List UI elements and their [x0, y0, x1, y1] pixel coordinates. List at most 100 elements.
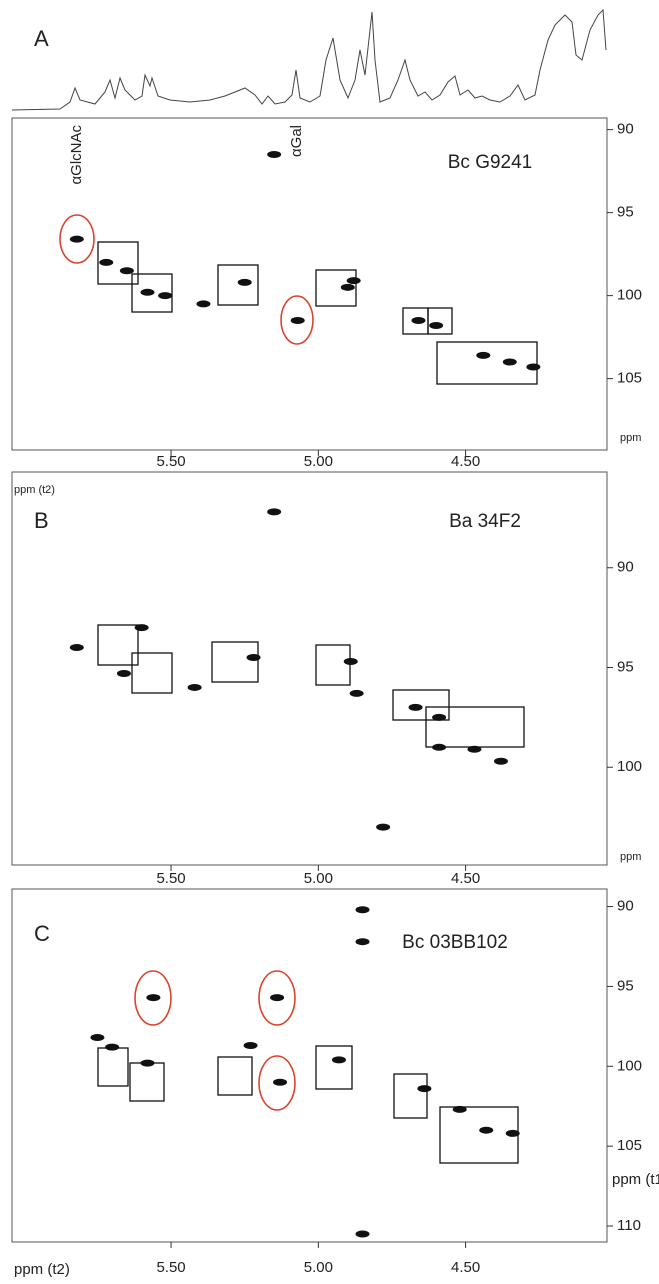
- cross-peak: [376, 823, 391, 831]
- highlight-ring: [280, 295, 314, 345]
- sample-title: Ba 34F2: [449, 511, 521, 532]
- x-tick-label: 5.00: [304, 870, 333, 887]
- region-box: [315, 1045, 353, 1090]
- region-box: [97, 241, 139, 285]
- cross-peak: [349, 689, 364, 697]
- y-tick-label: 110: [617, 1217, 641, 1234]
- y-tick-label: 95: [617, 977, 634, 994]
- cross-peak: [429, 322, 444, 329]
- region-box: [129, 1062, 165, 1102]
- cross-peak: [502, 358, 517, 366]
- y-tick-label: 105: [617, 370, 642, 387]
- cross-peak: [355, 1230, 370, 1238]
- panel-label: B: [34, 508, 49, 533]
- region-box: [315, 269, 357, 307]
- y-tick-label: 95: [617, 204, 634, 221]
- cross-peak: [267, 508, 282, 516]
- cross-peak: [408, 703, 423, 711]
- plot-frame: [11, 471, 608, 866]
- x-tick-label: 5.50: [156, 1259, 185, 1276]
- y-tick-label: 100: [617, 758, 642, 775]
- region-box: [427, 307, 453, 335]
- x-tick-label: 4.50: [451, 1259, 480, 1276]
- y-tick-label: 90: [617, 559, 634, 576]
- cross-peak: [417, 1085, 432, 1093]
- region-box: [436, 341, 538, 385]
- y-tick-label: 105: [617, 1137, 642, 1154]
- cross-peak: [267, 151, 282, 159]
- cross-peak: [476, 351, 491, 359]
- cross-peak: [270, 994, 285, 1002]
- x-tick-label: 5.00: [304, 1259, 333, 1276]
- cross-peak: [479, 1126, 494, 1134]
- cross-peak: [340, 283, 355, 291]
- highlight-ring: [258, 970, 296, 1026]
- cross-peak: [355, 938, 370, 946]
- y-tick-label: 95: [617, 658, 634, 675]
- cross-peak: [105, 1043, 120, 1051]
- cross-peak: [346, 277, 361, 285]
- cross-peak: [331, 1056, 346, 1064]
- cross-peak: [116, 669, 131, 677]
- plot-frame: [11, 888, 608, 1243]
- cross-peak: [237, 278, 252, 286]
- x-tick-label: 5.50: [156, 870, 185, 887]
- region-box: [439, 1106, 519, 1164]
- region-box: [97, 1047, 129, 1087]
- cross-peak: [90, 1034, 105, 1042]
- cross-peak: [69, 644, 84, 652]
- cross-peak: [343, 658, 358, 666]
- x-tick-label: 4.50: [451, 870, 480, 887]
- region-boxes: [97, 241, 538, 1164]
- cross-peak: [158, 292, 173, 300]
- highlight-ring: [258, 1055, 296, 1111]
- region-box: [425, 706, 525, 748]
- panel-label: C: [34, 921, 50, 946]
- sample-title: Bc 03BB102: [402, 932, 508, 953]
- y-axis-label: ppm (t1): [612, 1171, 659, 1188]
- cross-peak: [99, 258, 114, 266]
- sample-title: Bc G9241: [448, 152, 533, 173]
- region-box: [315, 644, 351, 686]
- highlight-ring: [134, 970, 172, 1026]
- panel-label: A: [34, 26, 49, 51]
- cross-peak: [119, 267, 134, 275]
- highlight-rings: [59, 214, 314, 1111]
- y-tick-label: 90: [617, 898, 634, 915]
- region-box: [97, 624, 139, 666]
- cross-peak: [243, 1042, 258, 1050]
- cross-peak: [146, 994, 161, 1002]
- y-tick-label: 100: [617, 1057, 642, 1074]
- cross-peak: [411, 317, 426, 325]
- y-tick-label: 90: [617, 121, 634, 138]
- highlight-ring: [59, 214, 95, 264]
- x-axis-label: ppm (t2): [14, 484, 55, 496]
- cross-peak: [273, 1078, 288, 1086]
- cross-peak: [69, 235, 84, 243]
- cross-peak: [355, 906, 370, 914]
- cross-peak: [432, 713, 447, 721]
- cross-peak: [493, 757, 508, 765]
- peak-annotation: αGlcNAc: [68, 125, 85, 185]
- cross-peak: [196, 300, 211, 308]
- cross-peak: [505, 1129, 520, 1137]
- region-box: [131, 273, 173, 313]
- x-tick-label: 5.00: [304, 453, 333, 470]
- panels: A Bc G9241 5.50 5.00 4.50 90 95 100 105 ppm αGlcNA…: [11, 26, 659, 1278]
- region-box: [392, 689, 450, 721]
- region-box: [217, 264, 259, 306]
- x-tick-label: 5.50: [156, 453, 185, 470]
- cross-peak: [246, 654, 261, 662]
- region-box: [217, 1056, 253, 1096]
- plot-frame: [11, 117, 608, 451]
- x-tick-label: 4.50: [451, 453, 480, 470]
- region-box: [393, 1073, 428, 1119]
- y-axis-label: ppm: [620, 432, 641, 444]
- region-box: [211, 641, 259, 683]
- x-axis-label: ppm (t2): [14, 1261, 70, 1278]
- cross-peak: [526, 363, 541, 371]
- peak-annotation: αGal: [288, 125, 305, 157]
- y-tick-label: 100: [617, 287, 642, 304]
- region-box: [131, 652, 173, 694]
